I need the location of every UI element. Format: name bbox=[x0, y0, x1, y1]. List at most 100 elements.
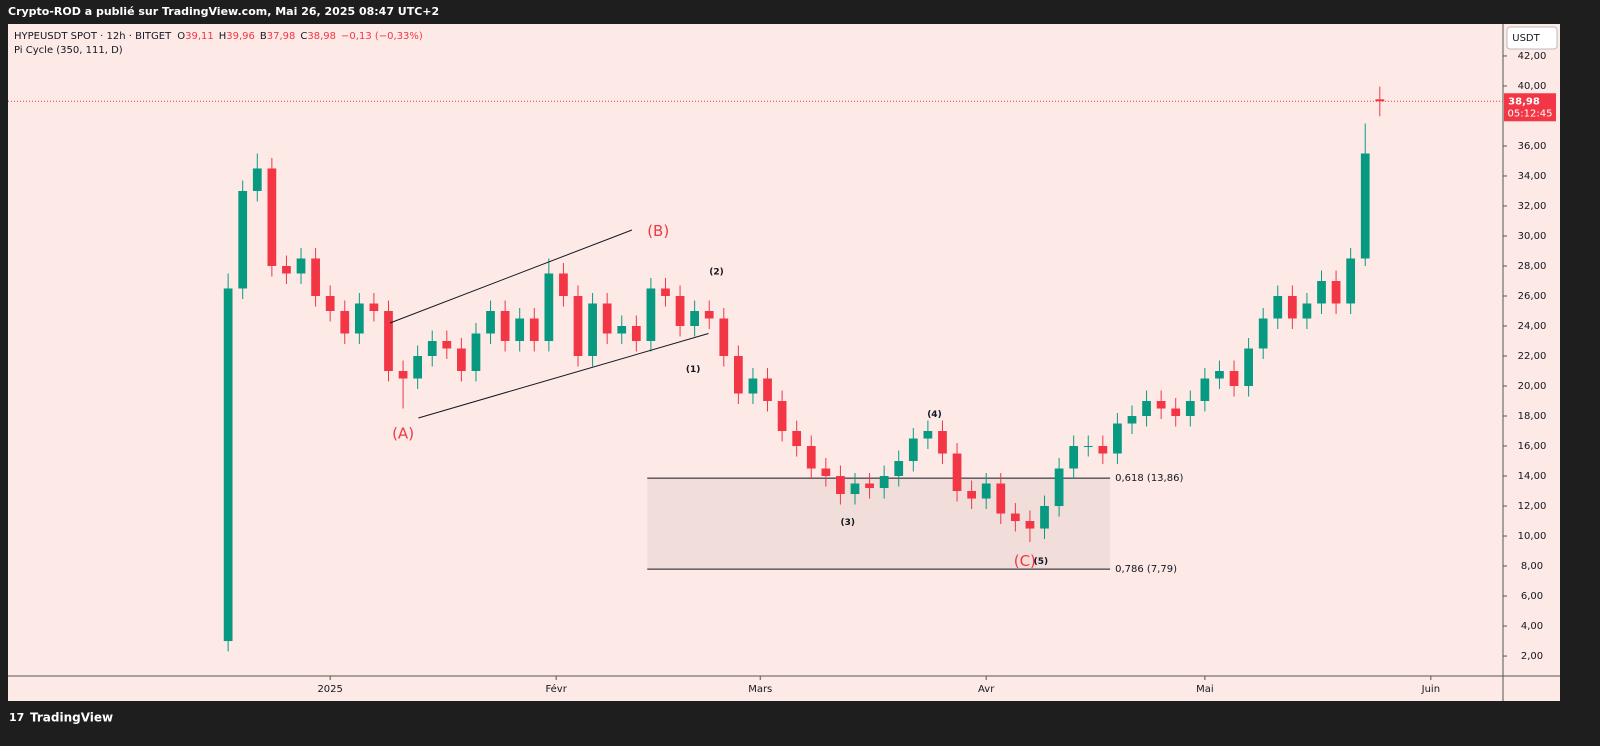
candle-body bbox=[573, 295, 583, 357]
candle-body bbox=[938, 431, 947, 454]
candle-body bbox=[631, 325, 641, 341]
legend-symbol: HYPEUSDT SPOT · 12h · BITGET bbox=[14, 31, 172, 42]
legend-value: 39,96 bbox=[226, 31, 255, 42]
legend-change: −0,13 (−0,33%) bbox=[341, 31, 423, 42]
y-tick-label: 18,00 bbox=[1518, 411, 1547, 422]
candle-body bbox=[457, 348, 466, 372]
candle-body bbox=[617, 325, 627, 334]
candle-body bbox=[500, 310, 510, 341]
candle-body bbox=[748, 378, 758, 394]
candle-body bbox=[1098, 446, 1108, 454]
wave-label: (A) bbox=[392, 425, 414, 443]
legend-value: 38,98 bbox=[307, 31, 336, 42]
candle-body bbox=[1142, 401, 1151, 417]
candle-body bbox=[369, 303, 379, 311]
candle-body bbox=[952, 453, 962, 492]
candle-body bbox=[1171, 408, 1181, 417]
candle-body bbox=[413, 356, 423, 379]
logo-icon: 17 bbox=[9, 711, 24, 724]
candle-body bbox=[704, 310, 714, 319]
candle-body bbox=[865, 483, 874, 489]
y-tick-label: 4,00 bbox=[1521, 621, 1543, 632]
footer-logo: TradingView bbox=[30, 711, 113, 725]
candle-body bbox=[311, 258, 320, 296]
candle-body bbox=[763, 378, 772, 402]
y-tick-label: 40,00 bbox=[1518, 81, 1547, 92]
candle-body bbox=[325, 295, 335, 311]
candle-body bbox=[1346, 258, 1356, 304]
candle-body bbox=[384, 310, 393, 372]
candle-body bbox=[661, 288, 670, 296]
candle-body bbox=[836, 476, 845, 495]
candle-body bbox=[850, 483, 860, 495]
y-tick-label: 24,00 bbox=[1518, 321, 1547, 332]
candle-body bbox=[1185, 401, 1195, 417]
price-tag-countdown: 05:12:45 bbox=[1508, 108, 1553, 119]
candle-body bbox=[442, 340, 452, 349]
x-tick-label: 2025 bbox=[317, 684, 342, 695]
wave-label: (2) bbox=[709, 267, 724, 277]
trendline bbox=[389, 229, 633, 324]
candle-body bbox=[238, 190, 248, 289]
candle-body bbox=[515, 318, 525, 341]
legend: HYPEUSDT SPOT · 12h · BITGET O39,11 H39,96… bbox=[14, 31, 423, 42]
y-tick-label: 36,00 bbox=[1518, 141, 1547, 152]
candle-body bbox=[1200, 378, 1210, 402]
candle-body bbox=[1273, 295, 1283, 319]
candle-body bbox=[398, 371, 408, 379]
candle-body bbox=[1331, 280, 1341, 304]
candle-body bbox=[1215, 371, 1224, 379]
chart-area bbox=[8, 24, 1560, 701]
candle-body bbox=[690, 310, 700, 326]
x-tick-label: Juin bbox=[1421, 684, 1440, 695]
x-tick-label: Mars bbox=[748, 684, 772, 695]
y-tick-label: 6,00 bbox=[1521, 591, 1543, 602]
y-tick-label: 26,00 bbox=[1518, 291, 1547, 302]
candle-body bbox=[252, 168, 262, 191]
wave-label: (4) bbox=[927, 410, 942, 420]
candle-body bbox=[282, 265, 291, 274]
candle-body bbox=[1229, 371, 1239, 387]
fib-label: 0,618 (13,86) bbox=[1115, 473, 1183, 484]
candle-body bbox=[996, 483, 1006, 514]
candle-body bbox=[792, 431, 802, 447]
candle-body bbox=[1025, 521, 1035, 529]
candle-body bbox=[1360, 153, 1370, 259]
candle-body bbox=[588, 303, 597, 357]
trendline bbox=[418, 333, 709, 419]
y-tick-label: 32,00 bbox=[1518, 201, 1547, 212]
y-tick-label: 16,00 bbox=[1518, 441, 1547, 452]
x-tick-label: Mai bbox=[1196, 684, 1214, 695]
y-tick-label: 42,00 bbox=[1518, 51, 1547, 62]
candle-body bbox=[1317, 280, 1326, 304]
candle-body bbox=[1083, 446, 1093, 448]
candle-body bbox=[821, 468, 831, 477]
y-tick-label: 12,00 bbox=[1518, 501, 1547, 512]
candle-body bbox=[733, 356, 743, 394]
price-tag bbox=[1504, 93, 1556, 122]
candle-body bbox=[1244, 348, 1253, 387]
x-tick-label: Févr bbox=[545, 683, 567, 695]
candle-body bbox=[471, 333, 481, 372]
candle-body bbox=[544, 273, 554, 341]
candle-body bbox=[427, 340, 437, 357]
candle-body bbox=[894, 461, 904, 477]
candle-body bbox=[1127, 416, 1137, 424]
candle-body bbox=[223, 288, 233, 642]
y-tick-label: 10,00 bbox=[1518, 531, 1547, 542]
candle-body bbox=[923, 431, 933, 439]
candle-body bbox=[1156, 401, 1166, 409]
candle-body bbox=[1010, 513, 1020, 522]
candle-body bbox=[486, 310, 495, 334]
candle-body bbox=[267, 168, 277, 266]
axis-unit: USDT bbox=[1512, 33, 1540, 44]
fib-label: 0,786 (7,79) bbox=[1115, 564, 1177, 575]
candle-body bbox=[1375, 99, 1385, 102]
candle-body bbox=[529, 318, 539, 341]
legend-key: H bbox=[219, 31, 227, 42]
legend-value: 39,11 bbox=[185, 31, 214, 42]
price-tag-value: 38,98 bbox=[1508, 96, 1540, 107]
y-tick-label: 20,00 bbox=[1518, 381, 1547, 392]
legend-key: B bbox=[260, 31, 267, 42]
